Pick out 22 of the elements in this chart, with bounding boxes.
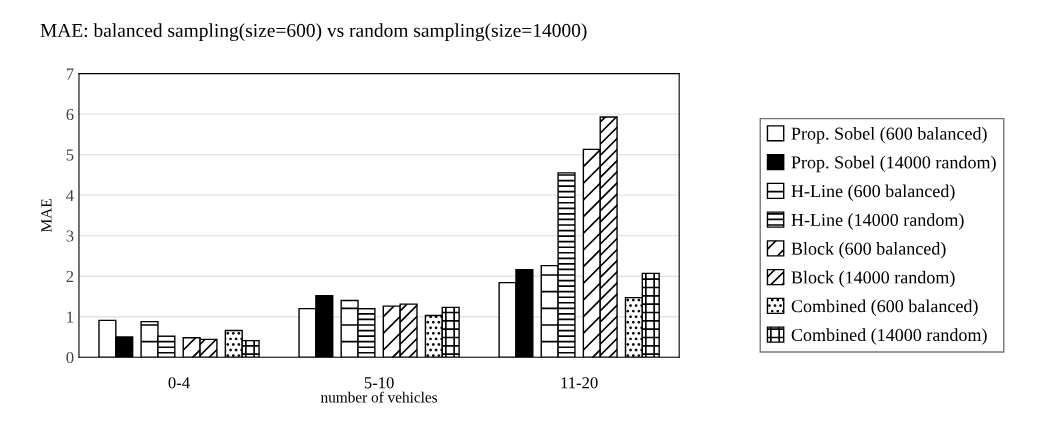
x-tick-label: 0-4 bbox=[168, 377, 190, 389]
y-tick-label: 5 bbox=[66, 149, 74, 161]
y-tick-label: 2 bbox=[66, 270, 74, 282]
y-tick-label: 0 bbox=[66, 351, 74, 364]
y-tick-label: 3 bbox=[66, 230, 74, 242]
legend-label: H-Line (600 balanced) bbox=[791, 184, 955, 201]
legend-label: Combined (14000 random) bbox=[791, 328, 987, 345]
legend-label: Combined (600 balanced) bbox=[791, 299, 978, 316]
legend-label: H-Line (14000 random) bbox=[791, 213, 964, 230]
legend-label: Block (600 balanced) bbox=[791, 242, 946, 259]
y-tick-label: 4 bbox=[66, 189, 74, 201]
y-axis-title: MAE bbox=[41, 199, 52, 232]
x-axis-title: number of vehicles bbox=[320, 391, 438, 403]
legend-label: Block (14000 random) bbox=[791, 270, 955, 288]
y-tick-label: 1 bbox=[67, 311, 74, 323]
chart-title: MAE: balanced sampling(size=600) vs random sampling(size=14000) bbox=[40, 23, 587, 41]
y-tick-label: 6 bbox=[66, 108, 74, 121]
legend-label: Prop. Sobel (14000 random) bbox=[791, 155, 996, 173]
legend-label: Prop. Sobel (600 balanced) bbox=[791, 127, 987, 144]
y-tick-label: 7 bbox=[66, 68, 74, 80]
x-tick-label: 5-10 bbox=[364, 377, 394, 389]
x-tick-label: 11-20 bbox=[561, 377, 598, 389]
